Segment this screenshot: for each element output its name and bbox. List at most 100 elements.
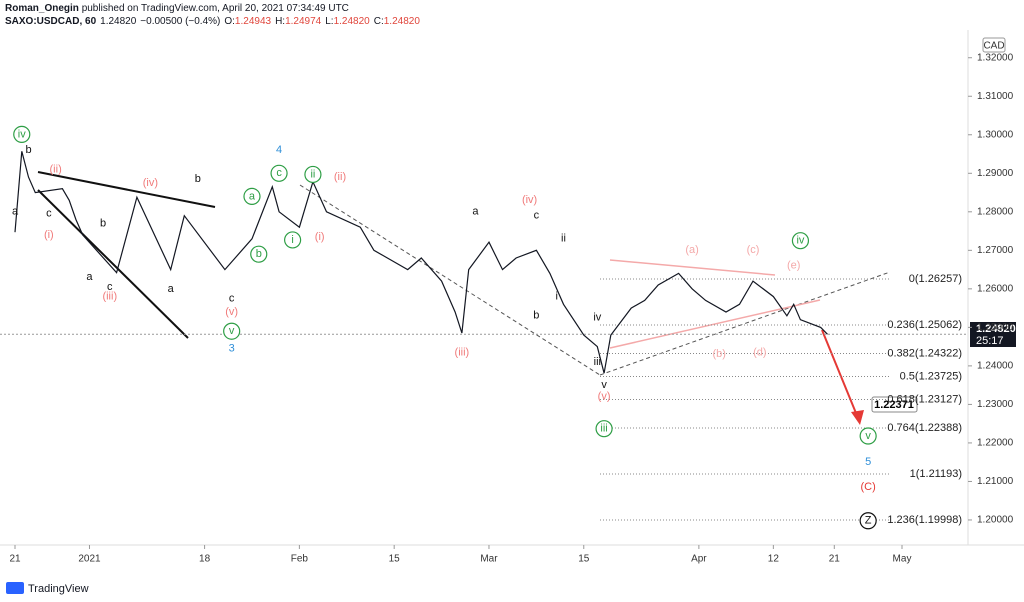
price-line bbox=[14, 151, 828, 374]
currency: CAD bbox=[983, 41, 1004, 52]
wave-circle bbox=[284, 231, 302, 249]
last-price: 1.24820 bbox=[976, 323, 1016, 335]
wave-circle bbox=[243, 187, 261, 206]
wave-label: 5 bbox=[865, 456, 871, 468]
publish-line: Roman_Onegin published on TradingView.co… bbox=[5, 2, 428, 15]
y-tick-label: 1.20000 bbox=[977, 515, 1014, 526]
wave-label: Z bbox=[865, 515, 872, 527]
fib-label: 0.5(1.23725) bbox=[900, 370, 962, 382]
wave-label: iv bbox=[796, 235, 804, 247]
wave-label: (a) bbox=[685, 244, 698, 256]
wave-label: v bbox=[229, 325, 235, 337]
wave-label: iv bbox=[593, 312, 601, 324]
quote-line: SAXO:USDCAD, 60 1.24820 −0.00500 (−0.4%) O:… bbox=[5, 15, 428, 28]
wave-label: c bbox=[229, 292, 235, 304]
y-tick-label: 1.29000 bbox=[977, 168, 1014, 179]
ohlc-value: 1.24820 bbox=[333, 16, 370, 27]
x-tick-label: 21 bbox=[829, 554, 841, 565]
fib-label: 0.618(1.23127) bbox=[887, 393, 962, 405]
fib-label: 0.764(1.22388) bbox=[887, 422, 962, 434]
wave-label: i bbox=[291, 234, 293, 246]
wave-label: b bbox=[100, 217, 106, 229]
wave-circle bbox=[304, 165, 322, 184]
y-tick-label: 1.28000 bbox=[977, 206, 1014, 217]
fib-label: 0(1.26257) bbox=[909, 273, 962, 285]
x-tick-label: Mar bbox=[480, 554, 498, 565]
wave-label: (v) bbox=[598, 391, 611, 403]
wave-label: b bbox=[256, 248, 262, 260]
wave-label: ii bbox=[561, 233, 566, 245]
wave-label: (i) bbox=[44, 229, 54, 241]
wave-label: (iii) bbox=[455, 346, 470, 358]
wave-label: (C) bbox=[861, 481, 876, 493]
wave-circle bbox=[223, 322, 241, 340]
y-tick-label: 1.30000 bbox=[977, 129, 1014, 140]
y-tick-label: 1.26000 bbox=[977, 283, 1014, 294]
target-box bbox=[871, 396, 918, 413]
ohlc-label: O: bbox=[224, 16, 235, 27]
ohlc-label: L: bbox=[325, 16, 334, 27]
wave-label: (d) bbox=[753, 346, 766, 358]
countdown: 25:17 bbox=[976, 335, 1004, 347]
published: published on TradingView.com, April 20, … bbox=[81, 3, 349, 14]
projection-arrow bbox=[821, 329, 859, 419]
wave-label: a bbox=[12, 206, 19, 218]
trendline bbox=[609, 299, 821, 349]
target-label: 1.22371 bbox=[874, 399, 914, 411]
x-tick-label: 18 bbox=[199, 554, 211, 565]
wave-label: (ii) bbox=[334, 171, 346, 183]
wave-label: (iv) bbox=[522, 194, 537, 206]
footer-brand: TradingView bbox=[28, 583, 89, 595]
wave-circle bbox=[13, 125, 31, 143]
wave-label: (i) bbox=[315, 231, 325, 243]
wave-label: b bbox=[195, 173, 201, 185]
y-tick-label: 1.23000 bbox=[977, 399, 1014, 410]
wave-label: a bbox=[168, 283, 175, 295]
wave-label: 4 bbox=[276, 144, 282, 156]
wave-label: v bbox=[601, 379, 607, 391]
x-tick-label: 12 bbox=[768, 554, 780, 565]
wave-label: (ii) bbox=[50, 163, 62, 175]
wave-label: 3 bbox=[229, 342, 235, 354]
y-tick-label: 1.27000 bbox=[977, 245, 1014, 256]
ohlc-value: 1.24974 bbox=[285, 16, 322, 27]
fib-label: 0.382(1.24322) bbox=[887, 347, 962, 359]
symbol: SAXO:USDCAD, 60 bbox=[5, 16, 97, 27]
y-tick-label: 1.32000 bbox=[977, 52, 1014, 63]
x-tick-label: 2021 bbox=[78, 554, 101, 565]
wave-circle bbox=[250, 245, 268, 263]
wave-label: a bbox=[472, 206, 479, 218]
trendline bbox=[609, 259, 776, 276]
wave-circle bbox=[859, 427, 877, 445]
fib-label: 0.236(1.25062) bbox=[887, 319, 962, 331]
trendline bbox=[37, 171, 216, 208]
price-box bbox=[970, 322, 1016, 347]
wave-circle bbox=[791, 232, 810, 250]
wave-circle bbox=[859, 512, 877, 530]
y-tick-label: 1.24000 bbox=[977, 361, 1014, 372]
x-tick-label: Apr bbox=[691, 554, 707, 565]
wave-label: b bbox=[533, 310, 539, 322]
trendline bbox=[37, 189, 189, 339]
y-tick-label: 1.22000 bbox=[977, 438, 1014, 449]
x-tick-label: 15 bbox=[389, 554, 401, 565]
wave-label: c bbox=[276, 167, 282, 179]
trendlines bbox=[37, 171, 891, 425]
wave-circle bbox=[270, 164, 288, 182]
logo-icon bbox=[6, 582, 24, 594]
wave-label: (c) bbox=[747, 244, 760, 256]
currency-box bbox=[982, 37, 1006, 53]
y-tick-label: 1.31000 bbox=[977, 91, 1014, 102]
wave-label: (e) bbox=[787, 260, 800, 272]
last: 1.24820 bbox=[100, 16, 137, 27]
wave-label: iv bbox=[18, 128, 26, 140]
wave-label: (iii) bbox=[102, 290, 117, 302]
wave-label: i bbox=[555, 290, 557, 302]
wave-label: c bbox=[107, 281, 113, 293]
x-tick-label: Feb bbox=[291, 554, 309, 565]
wave-label: a bbox=[86, 271, 93, 283]
wave-label: c bbox=[46, 208, 52, 220]
ohlc-value: 1.24820 bbox=[383, 16, 420, 27]
